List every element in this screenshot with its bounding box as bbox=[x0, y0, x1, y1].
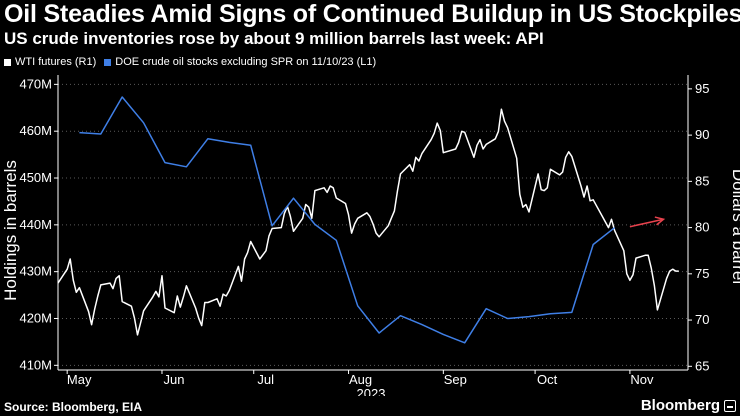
source-note: Source: Bloomberg, EIA bbox=[4, 400, 143, 414]
right-tick-label: 90 bbox=[695, 127, 709, 142]
legend-label-doe: DOE crude oil stocks excluding SPR on 11… bbox=[115, 56, 377, 68]
legend-entry-wti: WTI futures (R1) bbox=[4, 56, 96, 68]
line-chart: 410M 420M 430M 440M 450M 460M 470M 65 70 75 80 85 90… bbox=[1, 75, 740, 396]
left-tick-label: 460M bbox=[19, 123, 52, 138]
x-tick-label: Jul bbox=[257, 372, 274, 387]
right-tick-label: 70 bbox=[695, 312, 709, 327]
bloomberg-terminal-icon bbox=[724, 400, 736, 412]
brand-logo-text: Bloomberg bbox=[640, 397, 720, 414]
legend-swatch-doe bbox=[104, 58, 112, 66]
x-tick-label: Jun bbox=[163, 372, 184, 387]
right-tick-label: 80 bbox=[695, 220, 709, 235]
legend-swatch-wti bbox=[4, 58, 11, 66]
right-tick-label: 95 bbox=[695, 81, 709, 96]
left-tick-label: 470M bbox=[19, 76, 52, 91]
right-tick-label: 75 bbox=[695, 266, 709, 281]
chart-legend: WTI futures (R1) DOE crude oil stocks ex… bbox=[4, 55, 384, 69]
right-tick-label: 85 bbox=[695, 173, 709, 188]
page-subtitle: US crude inventories rose by about 9 mil… bbox=[4, 29, 544, 48]
left-axis-title: Holdings in barrels bbox=[1, 160, 20, 301]
left-tick-label: 440M bbox=[19, 217, 52, 232]
page-title: Oil Steadies Amid Signs of Continued Bui… bbox=[4, 0, 740, 28]
legend-entry-doe: DOE crude oil stocks excluding SPR on 11… bbox=[104, 56, 376, 68]
left-tick-label: 430M bbox=[19, 264, 52, 279]
series-line-wti bbox=[57, 108, 679, 336]
x-tick-label: Sep bbox=[444, 372, 467, 387]
annotation-arrow-shaft bbox=[629, 218, 664, 228]
x-tick-label: May bbox=[67, 372, 92, 387]
left-tick-label: 410M bbox=[19, 357, 52, 372]
x-tick-label: Nov bbox=[630, 372, 654, 387]
right-tick-label: 65 bbox=[695, 358, 709, 373]
x-tick-label: Aug bbox=[349, 372, 372, 387]
annotation-arrow-head bbox=[654, 216, 666, 226]
series-line-doe bbox=[79, 96, 616, 344]
x-tick-label: Oct bbox=[537, 372, 558, 387]
legend-label-wti: WTI futures (R1) bbox=[15, 56, 97, 68]
right-axis-title: Dollars a barrel bbox=[729, 169, 740, 284]
x-year-label: 2023 bbox=[357, 386, 386, 396]
left-tick-label: 450M bbox=[19, 170, 52, 185]
left-tick-label: 420M bbox=[19, 310, 52, 325]
